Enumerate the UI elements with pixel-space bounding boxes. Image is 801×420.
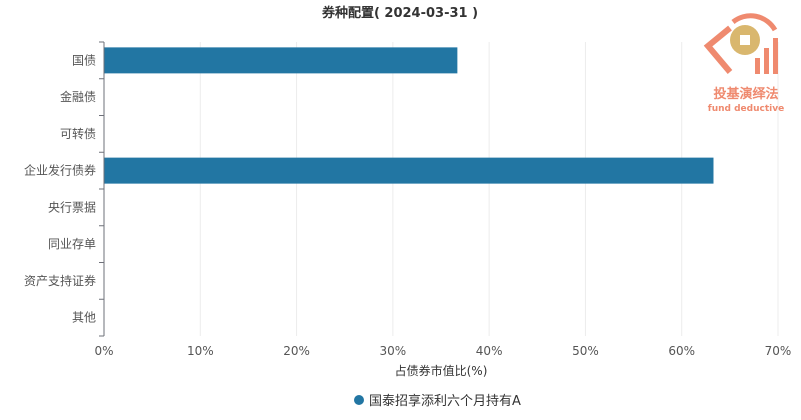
logo-emblem-icon [703, 13, 778, 74]
x-tick-label: 40% [476, 344, 503, 358]
x-tick-label: 0% [94, 344, 113, 358]
x-tick-label: 30% [380, 344, 407, 358]
y-tick-label: 金融债 [60, 89, 96, 104]
y-tick-label: 资产支持证券 [24, 273, 96, 288]
watermark-text-en: fund deductive [708, 104, 784, 114]
watermark-logo: 投基演绎法 fund deductive [703, 13, 784, 114]
y-tick-label: 可转债 [60, 126, 96, 141]
grid-lines [199, 42, 779, 336]
x-axis-title: 占债券市值比(%) [395, 363, 488, 378]
bar[interactable] [104, 157, 714, 184]
bars [104, 47, 714, 184]
y-tick-label: 国债 [72, 53, 96, 67]
legend-label: 国泰招享添利六个月持有A [369, 393, 521, 409]
y-tick-label: 央行票据 [48, 200, 96, 214]
x-tick-label: 20% [283, 344, 310, 358]
legend[interactable]: 国泰招享添利六个月持有A [354, 393, 521, 409]
x-tick-labels: 0% 10% 20% 30% 40% 50% 60% 70% [94, 344, 791, 358]
x-tick-label: 70% [765, 344, 792, 358]
x-tick-label: 10% [187, 344, 214, 358]
axes [99, 41, 105, 337]
x-tick-label: 50% [572, 344, 599, 358]
x-tick-label: 60% [668, 344, 695, 358]
chart-title: 券种配置( 2024-03-31 ) [321, 5, 478, 21]
y-tick-label: 其他 [72, 311, 96, 325]
legend-marker [354, 395, 364, 405]
bar[interactable] [104, 47, 458, 74]
y-tick-label: 同业存单 [48, 237, 96, 251]
y-tick-label: 企业发行债券 [24, 163, 96, 178]
watermark-text-cn: 投基演绎法 [713, 86, 778, 102]
